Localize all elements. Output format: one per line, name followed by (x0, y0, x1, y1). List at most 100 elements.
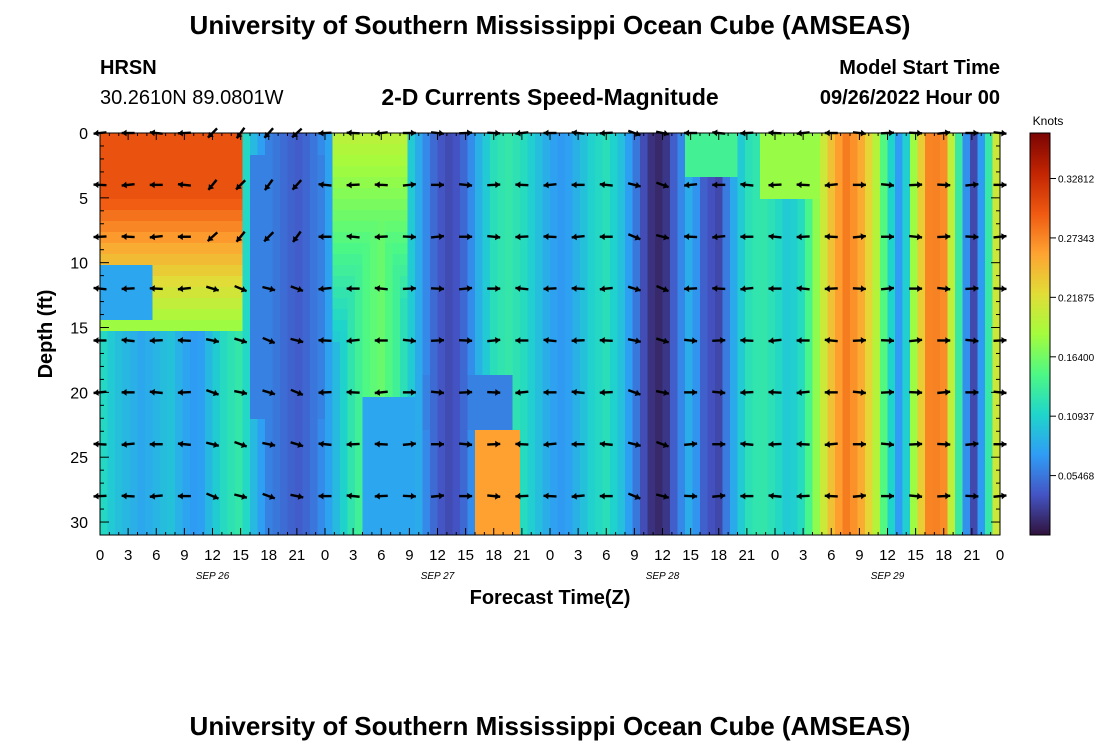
heatmap-cell (917, 430, 926, 442)
heatmap-cell (977, 210, 986, 222)
heatmap-cell (242, 144, 251, 156)
heatmap-cell (692, 375, 701, 387)
heatmap-cell (370, 430, 379, 442)
heatmap-cell (857, 518, 866, 530)
arrow-head (410, 440, 416, 448)
current-arrow (205, 388, 220, 397)
heatmap-cell (655, 133, 664, 145)
heatmap-cell (670, 166, 679, 178)
heatmap-cell (355, 144, 364, 156)
heatmap-cell (797, 276, 806, 288)
heatmap-cell (917, 496, 926, 508)
heatmap-cell (107, 397, 116, 409)
heatmap-cell (752, 133, 761, 145)
heatmap-cell (235, 485, 244, 497)
heatmap-cell (475, 221, 484, 233)
heatmap-cell (932, 298, 941, 310)
current-arrow (655, 181, 670, 189)
heatmap-cell (632, 342, 641, 354)
arrow-head (240, 286, 247, 293)
heatmap-cell (445, 452, 454, 464)
heatmap-cell (107, 265, 116, 277)
heatmap-cell (595, 221, 604, 233)
arrow-head (438, 492, 444, 500)
heatmap-cell (880, 221, 889, 233)
current-arrow (515, 389, 529, 396)
heatmap-cell (970, 419, 979, 431)
heatmap-cell (595, 496, 604, 508)
heatmap-cell (947, 364, 956, 376)
heatmap-cell (115, 507, 124, 519)
heatmap-cell (850, 364, 859, 376)
heatmap-cell (715, 276, 724, 288)
current-arrow (655, 233, 670, 241)
heatmap-cell (295, 287, 304, 299)
heatmap-cell (805, 144, 814, 156)
heatmap-cell (115, 386, 124, 398)
heatmap-cell (805, 188, 814, 200)
heatmap-cell (220, 496, 229, 508)
heatmap-cell (610, 232, 619, 244)
heatmap-cell (977, 133, 986, 145)
heatmap-cell (452, 353, 461, 365)
heatmap-cell (415, 463, 424, 475)
heatmap-cell (715, 452, 724, 464)
heatmap-cell (452, 276, 461, 288)
heatmap-cell (340, 386, 349, 398)
heatmap-cell (625, 298, 634, 310)
heatmap-cell (550, 441, 559, 453)
heatmap-cell (520, 221, 529, 233)
heatmap-cell (190, 155, 199, 167)
arrow-head (93, 129, 99, 137)
heatmap-cell (137, 518, 146, 530)
arrow-head (212, 493, 219, 500)
heatmap-cell (520, 155, 529, 167)
heatmap-cell (737, 133, 746, 145)
heatmap-cell (722, 133, 731, 145)
heatmap-cell (490, 254, 499, 266)
heatmap-cell (355, 210, 364, 222)
heatmap-cell (332, 265, 341, 277)
heatmap-cell (415, 331, 424, 343)
heatmap-cell (137, 485, 146, 497)
heatmap-cell (265, 507, 274, 519)
heatmap-cell (295, 507, 304, 519)
heatmap-cell (115, 188, 124, 200)
heatmap-cell (947, 177, 956, 189)
heatmap-cell (647, 474, 656, 486)
heatmap-cell (707, 232, 716, 244)
heatmap-cell (932, 177, 941, 189)
arrow-head (241, 337, 247, 345)
heatmap-cell (625, 496, 634, 508)
current-arrow (571, 388, 585, 396)
heatmap-cell (182, 166, 191, 178)
heatmap-cell (227, 155, 236, 167)
heatmap-cell (730, 375, 739, 387)
heatmap-cell (272, 331, 281, 343)
heatmap-cell (640, 430, 649, 442)
heatmap-cell (572, 298, 581, 310)
heatmap-cell (745, 298, 754, 310)
heatmap-cell (760, 309, 769, 321)
heatmap-cell (602, 144, 611, 156)
heatmap-cell (565, 243, 574, 255)
heatmap-cell (940, 331, 949, 343)
heatmap-cell (527, 419, 536, 431)
heatmap-cell (850, 155, 859, 167)
heatmap-cell (895, 254, 904, 266)
heatmap-cell (167, 265, 176, 277)
heatmap-cell (115, 133, 124, 145)
heatmap-cell (415, 254, 424, 266)
heatmap-cell (617, 331, 626, 343)
heatmap-cell (527, 254, 536, 266)
heatmap-cell (475, 364, 484, 376)
heatmap-cell (707, 419, 716, 431)
heatmap-cell (722, 463, 731, 475)
heatmap-cell (475, 452, 484, 464)
heatmap-cell (910, 408, 919, 420)
heatmap-cell (692, 408, 701, 420)
heatmap-cell (790, 265, 799, 277)
heatmap-cell (730, 331, 739, 343)
arrow-head (177, 337, 183, 344)
heatmap-cell (377, 463, 386, 475)
